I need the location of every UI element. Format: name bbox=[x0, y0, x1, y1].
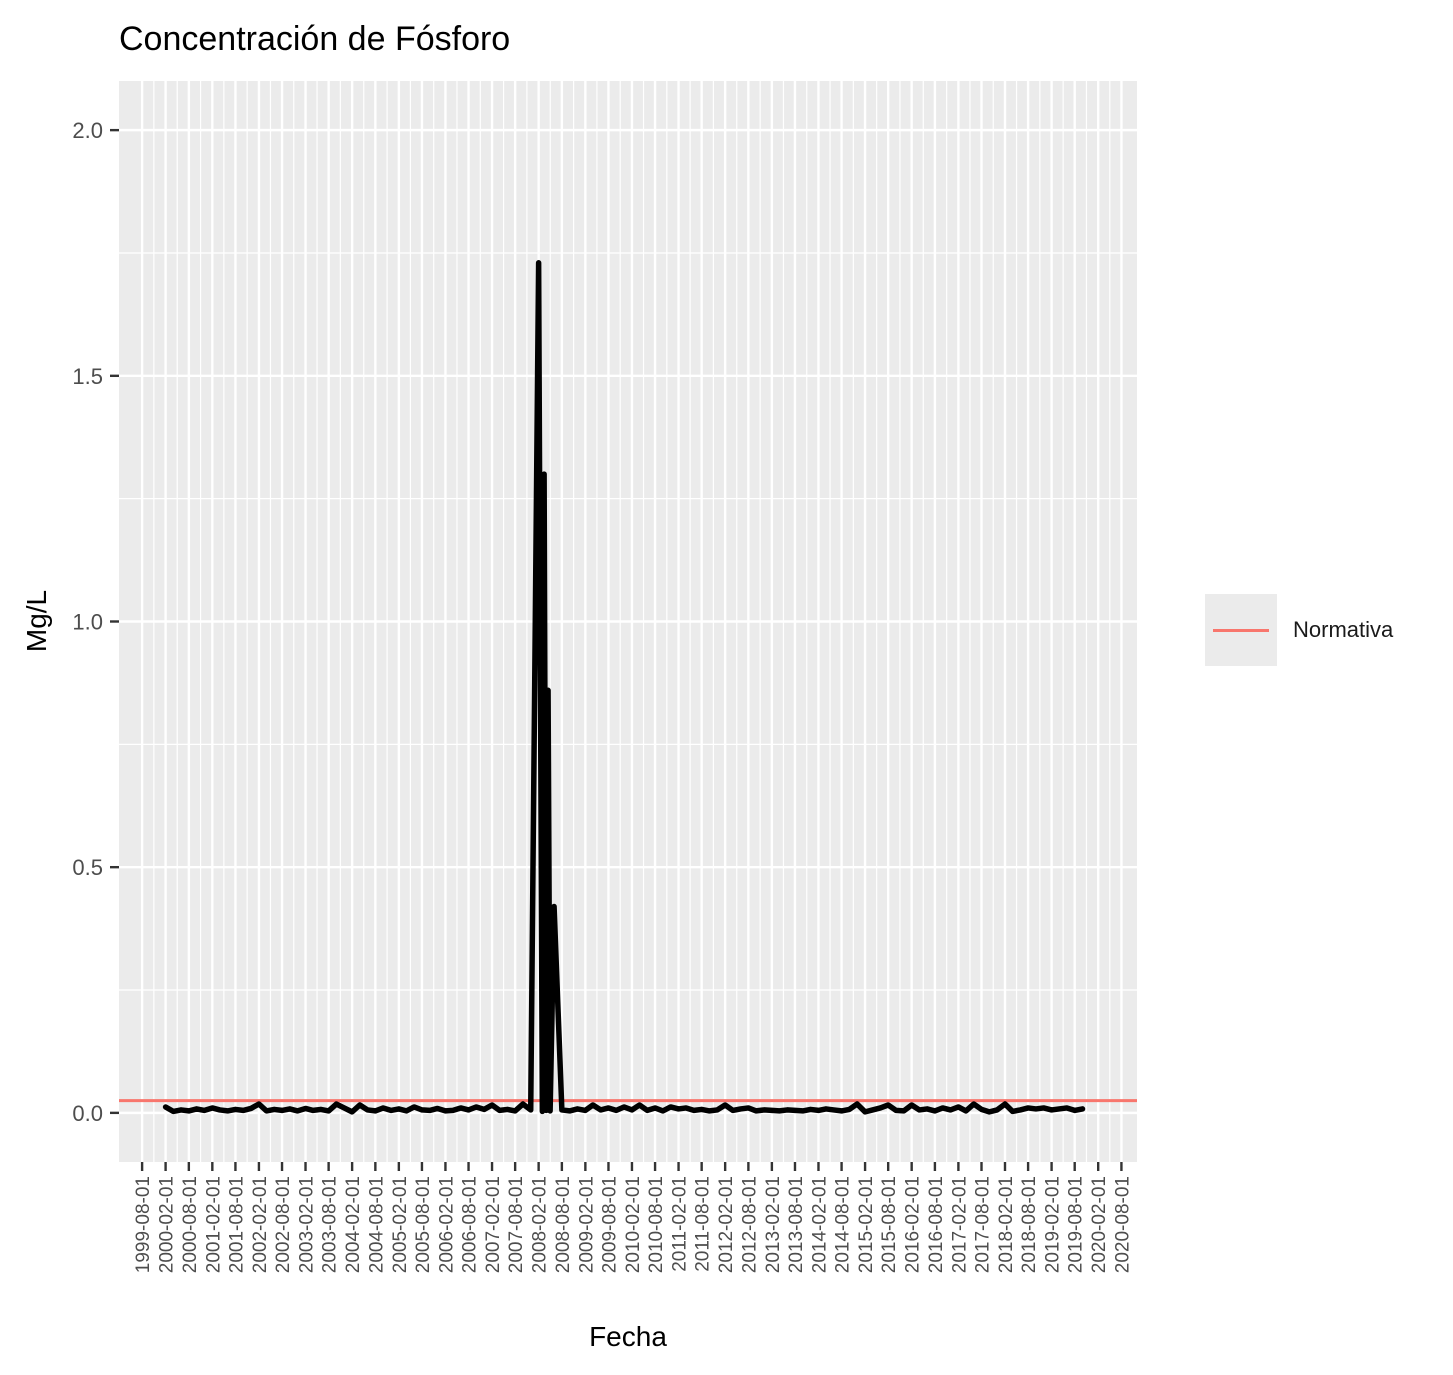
x-tick-label: 2017-08-01 bbox=[973, 1176, 994, 1273]
x-tick-label: 2010-02-01 bbox=[623, 1176, 644, 1273]
x-tick-label: 2008-08-01 bbox=[553, 1176, 574, 1273]
x-tick-label: 2020-02-01 bbox=[1089, 1176, 1110, 1273]
y-axis: 0.0 0.5 1.0 1.5 2.0 bbox=[72, 118, 119, 1126]
x-tick-label: 2001-02-01 bbox=[203, 1176, 224, 1273]
legend: Normativa bbox=[1205, 594, 1393, 666]
x-tick-label: 2019-08-01 bbox=[1066, 1176, 1087, 1273]
y-tick-label: 0.0 bbox=[72, 1101, 103, 1126]
x-tick-label: 2002-02-01 bbox=[250, 1176, 271, 1273]
x-tick-label: 2006-02-01 bbox=[436, 1176, 457, 1273]
x-tick-label: 2003-02-01 bbox=[297, 1176, 318, 1273]
x-tick-label: 2018-08-01 bbox=[1019, 1176, 1040, 1273]
x-axis: 1999-08-01 2000-02-01 2000-08-01 2001-02-01… bbox=[133, 1162, 1133, 1273]
x-tick-label: 2001-08-01 bbox=[226, 1176, 247, 1273]
x-tick-label: 2019-02-01 bbox=[1043, 1176, 1064, 1273]
x-tick-label: 2002-08-01 bbox=[273, 1176, 294, 1273]
x-tick-label: 2012-02-01 bbox=[716, 1176, 737, 1273]
x-tick-label: 2007-08-01 bbox=[506, 1176, 527, 1273]
x-tick-label: 2014-08-01 bbox=[833, 1176, 854, 1273]
x-tick-label: 2018-02-01 bbox=[996, 1176, 1017, 1273]
x-tick-label: 2007-02-01 bbox=[483, 1176, 504, 1273]
x-tick-label: 2008-02-01 bbox=[530, 1176, 551, 1273]
x-tick-label: 2005-02-01 bbox=[390, 1176, 411, 1273]
x-axis-title: Fecha bbox=[589, 1321, 667, 1352]
series-line-fosforo bbox=[162, 260, 1086, 1115]
x-tick-label: 2017-02-01 bbox=[949, 1176, 970, 1273]
x-tick-label: 2014-02-01 bbox=[809, 1176, 830, 1273]
y-tick-label: 1.5 bbox=[72, 364, 103, 389]
x-tick-label: 2000-08-01 bbox=[180, 1176, 201, 1273]
y-tick-label: 2.0 bbox=[72, 118, 103, 143]
x-tick-label: 2010-08-01 bbox=[646, 1176, 667, 1273]
x-tick-label: 2016-08-01 bbox=[926, 1176, 947, 1273]
legend-line-normativa bbox=[1213, 629, 1269, 632]
x-tick-label: 2011-08-01 bbox=[693, 1176, 714, 1272]
legend-label-normativa: Normativa bbox=[1293, 617, 1394, 642]
chart-title: Concentración de Fósforo bbox=[119, 20, 510, 58]
x-tick-label: 2004-02-01 bbox=[343, 1176, 364, 1273]
x-tick-label: 2000-02-01 bbox=[157, 1176, 178, 1273]
x-tick-label: 2016-02-01 bbox=[903, 1176, 924, 1273]
x-tick-label: 2012-08-01 bbox=[739, 1176, 760, 1273]
x-tick-label: 2015-02-01 bbox=[856, 1176, 877, 1273]
x-tick-label: 2011-02-01 bbox=[670, 1176, 691, 1272]
legend-key bbox=[1205, 594, 1277, 666]
x-tick-label: 2009-08-01 bbox=[599, 1176, 620, 1273]
y-tick-label: 0.5 bbox=[72, 855, 103, 880]
x-tick-label: 2015-08-01 bbox=[879, 1176, 900, 1273]
series-layer bbox=[119, 260, 1137, 1115]
x-tick-label: 2020-08-01 bbox=[1112, 1176, 1133, 1273]
x-tick-label: 2013-08-01 bbox=[786, 1176, 807, 1273]
x-tick-label: 2006-08-01 bbox=[460, 1176, 481, 1273]
y-axis-title: Mg/L bbox=[21, 590, 52, 652]
x-tick-label: 2005-08-01 bbox=[413, 1176, 434, 1273]
x-tick-label: 1999-08-01 bbox=[133, 1176, 154, 1273]
grid-major bbox=[119, 81, 1137, 1162]
x-tick-label: 2003-08-01 bbox=[320, 1176, 341, 1273]
x-tick-label: 2013-02-01 bbox=[763, 1176, 784, 1273]
x-tick-label: 2004-08-01 bbox=[366, 1176, 387, 1273]
y-tick-label: 1.0 bbox=[72, 610, 103, 635]
x-tick-label: 2009-02-01 bbox=[576, 1176, 597, 1273]
